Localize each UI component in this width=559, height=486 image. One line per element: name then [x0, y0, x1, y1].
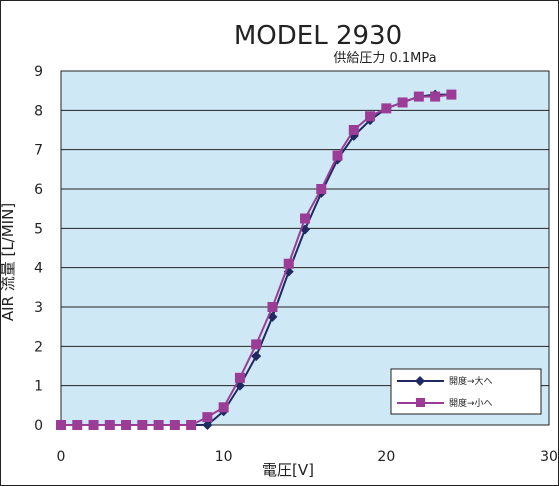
data-point: [446, 89, 457, 100]
data-point: [234, 372, 245, 383]
data-point: [169, 420, 180, 430]
y-tick-label: 2: [34, 339, 43, 355]
data-point: [348, 125, 359, 135]
data-point: [153, 420, 164, 430]
grid-lines: [61, 70, 549, 426]
x-tick-labels: 0 10 20 30: [57, 449, 558, 465]
data-point: [300, 213, 310, 224]
data-point: [251, 339, 262, 350]
data-point: [202, 412, 213, 423]
data-point: [218, 402, 229, 413]
x-axis-label: 電圧[V]: [262, 461, 314, 479]
legend-label-series-2: 開度→小へ: [449, 397, 493, 409]
y-tick-label: 0: [34, 418, 43, 434]
data-point: [283, 258, 294, 269]
data-point: [365, 111, 376, 122]
y-tick-label: 9: [34, 64, 43, 80]
legend: 開度→大へ 開度→小へ: [390, 368, 542, 415]
legend-label-series-1: 開度→大へ: [449, 375, 493, 387]
y-tick-label: 4: [34, 261, 43, 277]
plot-area: [60, 70, 550, 426]
data-point: [316, 184, 327, 194]
data-point: [186, 420, 197, 430]
data-point: [104, 420, 115, 430]
y-tick-label: 1: [34, 379, 43, 395]
y-axis-label: AIR 流量 [L/MIN]: [0, 203, 17, 321]
data-point: [121, 420, 132, 430]
legend-marker-series-1: [415, 376, 425, 386]
series-layer: [56, 89, 457, 430]
legend-marker-series-2: [416, 398, 425, 407]
y-tick-labels: 0 1 2 3 4 5 6 7 8 9: [34, 64, 43, 434]
x-tick-label: 10: [215, 449, 233, 465]
x-tick-label: 0: [57, 449, 66, 465]
y-tick-label: 6: [34, 182, 43, 198]
x-tick-label: 30: [540, 449, 558, 465]
x-tick-label: 20: [377, 449, 395, 465]
data-point: [332, 150, 343, 161]
data-point: [381, 103, 392, 114]
series-2: [56, 89, 457, 430]
chart-title: MODEL 2930: [234, 21, 402, 51]
data-point: [251, 351, 262, 362]
y-tick-label: 5: [34, 221, 43, 237]
chart-subtitle: 供給圧力 0.1MPa: [333, 51, 436, 66]
y-tick-label: 8: [34, 103, 43, 119]
y-tick-label: 3: [34, 300, 43, 316]
data-point: [267, 302, 278, 312]
data-point: [397, 97, 408, 108]
data-point: [430, 91, 441, 102]
y-tick-label: 7: [34, 143, 43, 159]
data-point: [88, 420, 99, 430]
data-point: [137, 420, 148, 430]
data-point: [202, 420, 213, 430]
data-point: [413, 91, 424, 102]
data-point: [72, 420, 83, 430]
data-point: [56, 420, 66, 430]
